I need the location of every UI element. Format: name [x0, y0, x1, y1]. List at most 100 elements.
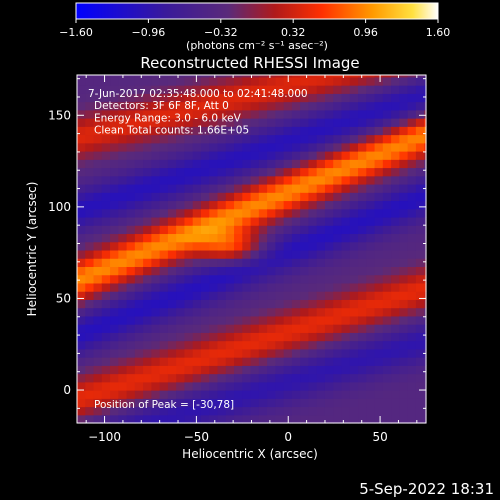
heatmap-cell [85, 159, 95, 169]
heatmap-cell [217, 159, 227, 169]
heatmap-cell [366, 340, 376, 350]
heatmap-cell [366, 109, 376, 119]
heatmap-cell [167, 183, 177, 193]
heatmap-cell [167, 175, 177, 185]
heatmap-cell [333, 85, 343, 94]
heatmap-cell [77, 76, 86, 86]
heatmap-cell [143, 93, 152, 103]
heatmap-cell [151, 282, 161, 292]
heatmap-cell [209, 307, 219, 317]
heatmap-cell [234, 134, 243, 144]
heatmap-cell [176, 398, 186, 408]
heatmap-cell [159, 93, 169, 103]
heatmap-cell [308, 249, 318, 259]
heatmap-cell [110, 225, 119, 235]
heatmap-cell [415, 299, 425, 309]
heatmap-cell [134, 76, 144, 86]
heatmap-cell [159, 216, 169, 226]
heatmap-cell [415, 192, 425, 202]
heatmap-cell [242, 134, 252, 144]
heatmap-image [77, 75, 427, 424]
heatmap-cell [358, 225, 367, 235]
heatmap-cell [399, 159, 409, 169]
heatmap-cell [291, 307, 301, 317]
heatmap-cell [184, 76, 194, 86]
heatmap-cell [242, 167, 252, 177]
heatmap-cell [118, 175, 128, 185]
heatmap-cell [407, 315, 417, 325]
heatmap-cell [93, 365, 103, 375]
heatmap-cell [267, 192, 276, 202]
heatmap-cell [415, 266, 425, 276]
heatmap-cell [200, 282, 210, 292]
heatmap-cell [217, 85, 227, 94]
colorbar: −1.60 −0.96 −0.32 0.32 0.96 1.60 (photons cm⁻… [59, 2, 450, 52]
heatmap-cell [316, 93, 326, 103]
heatmap-cell [300, 192, 310, 202]
heatmap-cell [291, 258, 301, 267]
heatmap-cell [366, 241, 376, 251]
heatmap-cell [225, 324, 235, 333]
heatmap-cell [349, 348, 359, 358]
heatmap-cell [110, 414, 119, 424]
heatmap-cell [415, 398, 425, 408]
heatmap-cell [159, 414, 169, 424]
heatmap-cell [275, 365, 285, 375]
heatmap-cell [176, 258, 186, 267]
heatmap-cell [85, 241, 95, 251]
heatmap-cell [308, 274, 318, 284]
heatmap-cell [366, 175, 376, 185]
x-tick-label: −50 [184, 430, 209, 444]
heatmap-cell [308, 357, 318, 366]
heatmap-cell [151, 167, 161, 177]
heatmap-cell [291, 142, 301, 152]
heatmap-cell [242, 340, 252, 350]
heatmap-cell [283, 142, 293, 152]
heatmap-cell [85, 398, 95, 408]
heatmap-cell [258, 282, 268, 292]
heatmap-cell [358, 299, 367, 309]
heatmap-cell [333, 134, 343, 144]
heatmap-cell [349, 414, 359, 424]
heatmap-cell [110, 75, 119, 78]
heatmap-cell [93, 216, 103, 226]
heatmap-cell [382, 365, 392, 375]
heatmap-cell [151, 233, 161, 243]
heatmap-cell [184, 225, 194, 235]
heatmap-cell [151, 291, 161, 300]
heatmap-cell [126, 274, 136, 284]
heatmap-cell [291, 159, 301, 169]
heatmap-cell [300, 109, 310, 119]
heatmap-cell [399, 175, 409, 185]
heatmap-cell [324, 233, 334, 243]
heatmap-cell [134, 398, 144, 408]
heatmap-cell [349, 406, 359, 416]
heatmap-cell [424, 324, 427, 333]
annotations: 7-Jun-2017 02:35:48.000 to 02:41:48.000D… [88, 88, 308, 137]
heatmap-cell [234, 208, 243, 218]
heatmap-cell [283, 225, 293, 235]
heatmap-cell [424, 93, 427, 103]
heatmap-cell [300, 233, 310, 243]
heatmap-cell [85, 142, 95, 152]
heatmap-cell [225, 357, 235, 366]
heatmap-cell [308, 76, 318, 86]
heatmap-cell [324, 348, 334, 358]
heatmap-cell [77, 118, 86, 127]
heatmap-cell [358, 75, 367, 78]
heatmap-cell [126, 258, 136, 267]
heatmap-cell [192, 225, 202, 235]
heatmap-cell [151, 118, 161, 127]
heatmap-cell [374, 200, 384, 210]
heatmap-cell [126, 200, 136, 210]
heatmap-cell [250, 398, 260, 408]
heatmap-cell [209, 75, 219, 78]
heatmap-cell [77, 340, 86, 350]
heatmap-cell [291, 85, 301, 94]
heatmap-cell [192, 414, 202, 424]
heatmap-cell [200, 406, 210, 416]
heatmap-cell [415, 101, 425, 111]
heatmap-cell [316, 183, 326, 193]
heatmap-cell [324, 101, 334, 111]
heatmap-cell [391, 299, 400, 309]
